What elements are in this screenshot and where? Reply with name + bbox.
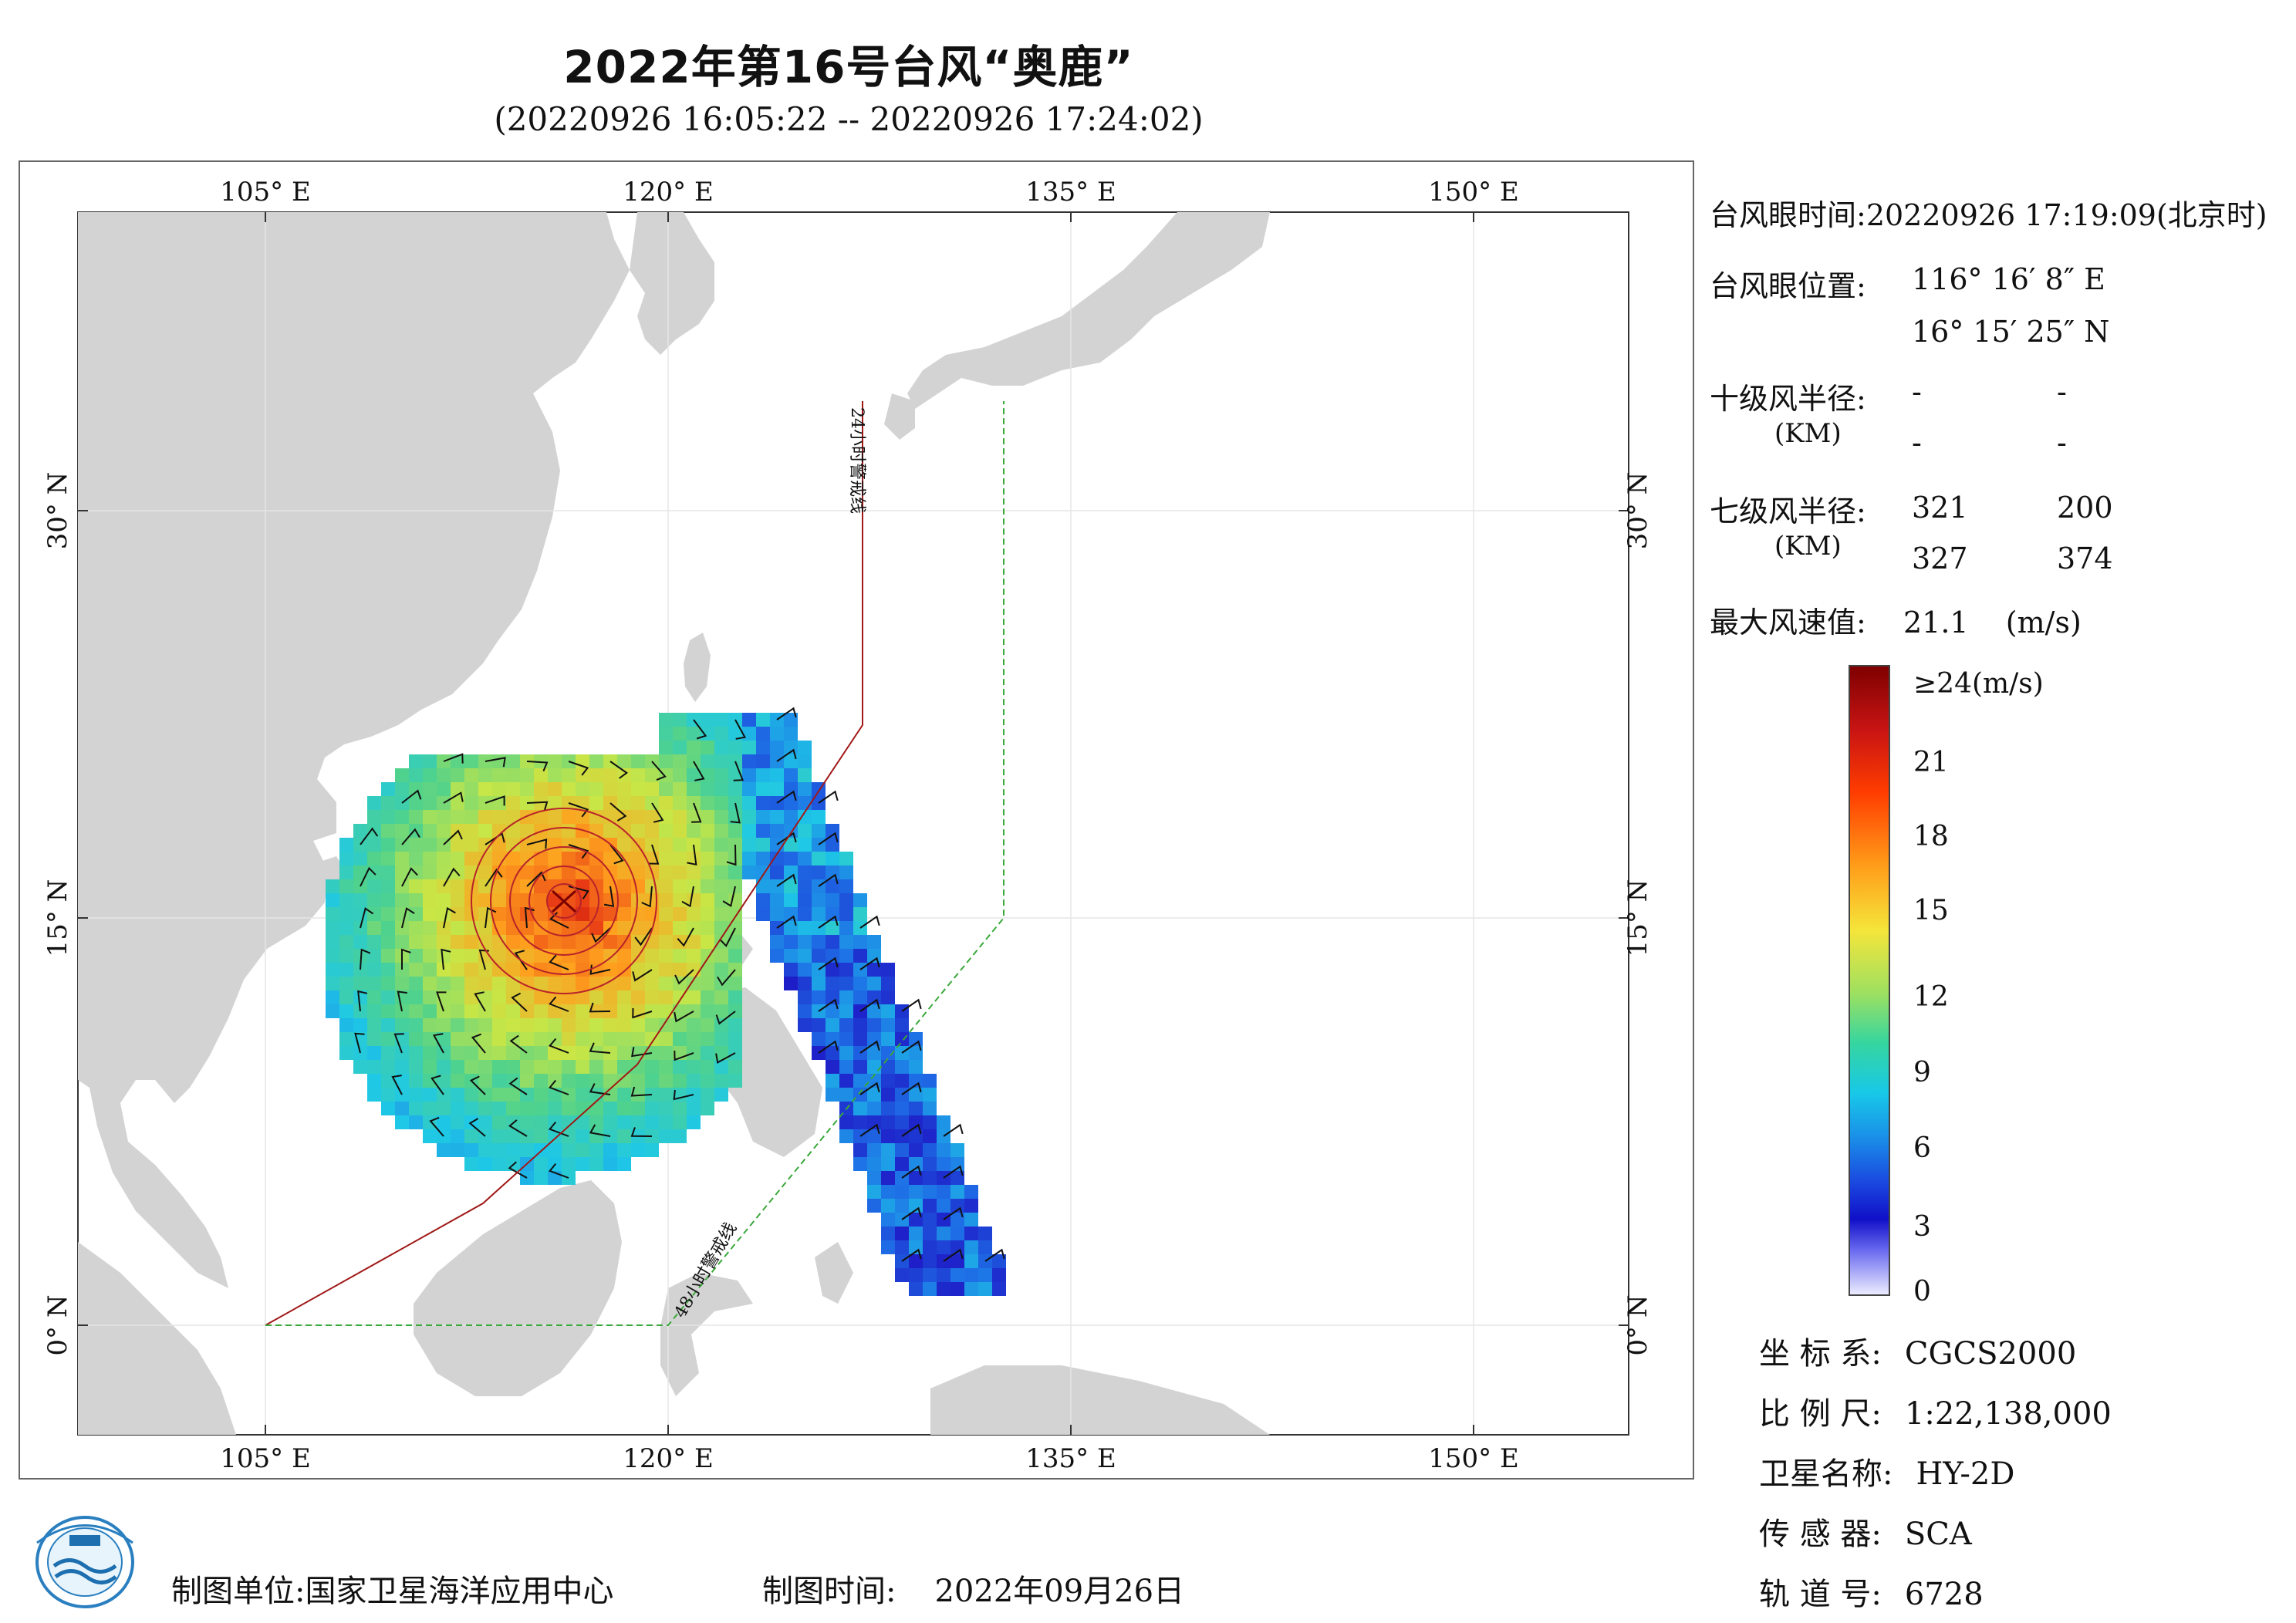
land-mainland: [78, 212, 630, 1288]
r7-value-1: 321: [1912, 491, 1968, 525]
date-label: 制图时间:: [762, 1574, 896, 1609]
r7-value-3: 327: [1912, 542, 1968, 575]
producer-label: 制图单位:: [171, 1574, 306, 1609]
colorbar-label-15: 15: [1913, 895, 1949, 926]
r10-value-4: -: [2057, 426, 2067, 460]
eye-pos-label: 台风眼位置:: [1710, 269, 1866, 303]
lon-label-bottom-105: 105° E: [220, 1443, 311, 1474]
frame-ticks: [78, 212, 1629, 1435]
scale-label: 比 例 尺:: [1759, 1396, 1882, 1432]
typhoon-eye-marker: [551, 889, 577, 913]
colorbar-label-18: 18: [1913, 821, 1949, 852]
eye-lat-value: 16° 15′ 25″ N: [1912, 315, 2110, 349]
wind-radius-circles: [471, 808, 657, 994]
lat-label-left-30: 30° N: [42, 472, 73, 550]
lat-label-left-0: 0° N: [42, 1294, 73, 1355]
lon-label-top-135: 135° E: [1025, 177, 1116, 208]
r10-value-1: -: [1912, 375, 1922, 409]
r7-unit: (KM): [1774, 531, 1842, 562]
scale-value: 1:22,138,000: [1904, 1396, 2112, 1432]
sensor-value: SCA: [1904, 1517, 1972, 1552]
land-korea: [630, 212, 714, 355]
lat-label-right-0: 0° N: [1622, 1294, 1653, 1355]
max-wind-unit: (m/s): [2005, 606, 2082, 639]
land-taiwan: [684, 633, 711, 702]
orbit-label: 轨 道 号:: [1759, 1577, 1882, 1612]
colorbar-label-24: ≥24(m/s): [1913, 668, 2044, 700]
lat-label-left-15: 15° N: [42, 879, 73, 957]
lon-label-bottom-135: 135° E: [1025, 1443, 1116, 1474]
max-wind-row: 最大风速值: 21.1 (m/s): [1710, 599, 2082, 641]
land-kyushu: [884, 393, 915, 440]
colorbar-label-6: 6: [1913, 1132, 1931, 1164]
crs-value: CGCS2000: [1904, 1336, 2077, 1372]
land-borneo: [414, 1180, 622, 1396]
date-value: 2022年09月26日: [934, 1574, 1185, 1609]
map-title: 2022年第16号台风“奥鹿”: [563, 41, 1134, 93]
map-frame: 24小时警戒线 48小时警戒线 105° E 120° E 135° E 150…: [19, 160, 1694, 1480]
orbit-row: 轨 道 号: 6728: [1759, 1569, 1984, 1614]
lon-label-bottom-120: 120° E: [623, 1443, 714, 1474]
wind-speed-colorbar: [1849, 665, 1890, 1296]
footer-date: 制图时间: 2022年09月26日: [762, 1566, 1184, 1611]
lon-label-top-150: 150° E: [1428, 177, 1519, 208]
colorbar-label-9: 9: [1913, 1057, 1931, 1088]
eye-time-row: 台风眼时间:20220926 17:19:09(北京时): [1710, 191, 2267, 234]
wind-field-map: 24小时警戒线 48小时警戒线 105° E 120° E 135° E 150…: [42, 177, 1653, 1474]
colorbar-label-0: 0: [1913, 1276, 1931, 1308]
land-new-guinea: [930, 1365, 1270, 1435]
warning-line-24h: [265, 401, 863, 1326]
land-halmahera: [815, 1242, 853, 1304]
r7-value-4: 374: [2057, 542, 2113, 575]
land-sumatra: [78, 1242, 236, 1435]
colorbar-label-12: 12: [1913, 981, 1949, 1013]
crs-row: 坐 标 系: CGCS2000: [1759, 1328, 2076, 1373]
land-japan: [907, 212, 1270, 409]
colorbar-label-21: 21: [1913, 747, 1949, 778]
footer-producer: 制图单位:国家卫星海洋应用中心: [171, 1566, 613, 1611]
satellite-value: HY-2D: [1916, 1456, 2015, 1492]
r10-label: 十级风半径:: [1710, 382, 1866, 416]
nsoas-logo: [35, 1516, 134, 1608]
r7-value-2: 200: [2057, 491, 2113, 525]
colorbar-label-3: 3: [1913, 1211, 1931, 1243]
r10-value-3: -: [1912, 426, 1922, 460]
satellite-row: 卫星名称: HY-2D: [1759, 1449, 2014, 1493]
max-wind-label: 最大风速值:: [1710, 606, 1866, 639]
land-sulawesi: [660, 1273, 753, 1396]
sensor-label: 传 感 器:: [1759, 1517, 1882, 1552]
producer-value: 国家卫星海洋应用中心: [305, 1574, 614, 1609]
lon-label-top-105: 105° E: [220, 177, 311, 208]
lon-label-bottom-150: 150° E: [1428, 1443, 1519, 1474]
warning-line-48h: [265, 401, 1004, 1326]
r7-label: 七级风半径:: [1710, 494, 1866, 528]
warning-24h-label: 24小时警戒线: [847, 407, 866, 514]
eye-time-value: 20220926 17:19:09(北京时): [1866, 198, 2267, 232]
max-wind-value: 21.1: [1903, 606, 1969, 639]
satellite-label: 卫星名称:: [1759, 1456, 1893, 1492]
lat-label-right-15: 15° N: [1622, 879, 1653, 957]
r10-value-2: -: [2057, 375, 2067, 409]
eye-lon-value: 116° 16′ 8″ E: [1912, 262, 2105, 296]
r10-unit: (KM): [1774, 418, 1842, 449]
sensor-row: 传 感 器: SCA: [1759, 1509, 1972, 1554]
eye-time-label: 台风眼时间:: [1710, 198, 1866, 232]
lat-label-right-30: 30° N: [1622, 472, 1653, 550]
scale-row: 比 例 尺: 1:22,138,000: [1759, 1388, 2112, 1433]
lon-label-top-120: 120° E: [623, 177, 714, 208]
wind-barbs: [354, 707, 1005, 1262]
orbit-value: 6728: [1904, 1577, 1984, 1612]
map-subtitle: (20220926 16:05:22 -- 20220926 17:24:02): [494, 100, 1204, 138]
crs-label: 坐 标 系:: [1759, 1336, 1882, 1372]
